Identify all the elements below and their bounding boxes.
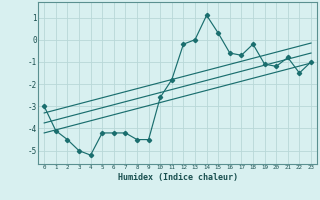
X-axis label: Humidex (Indice chaleur): Humidex (Indice chaleur) — [118, 173, 238, 182]
